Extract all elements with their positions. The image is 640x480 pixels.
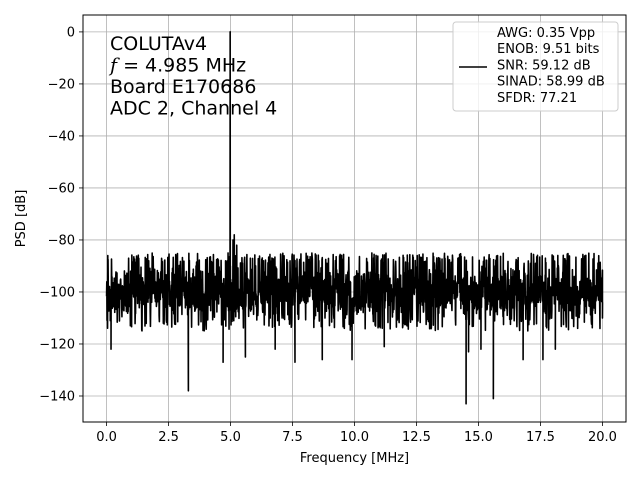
legend-label-line: SFDR: 77.21: [497, 91, 577, 106]
legend-label-line: SNR: 59.12 dB: [497, 58, 591, 73]
annotation-line: Board E170686: [110, 76, 256, 98]
fundamental-peak: [229, 31, 231, 33]
x-tick-label: 7.5: [282, 430, 303, 445]
y-tick-label: −40: [48, 129, 75, 144]
y-tick-label: −120: [39, 337, 75, 352]
legend-box: [452, 21, 619, 112]
annotation-text-span: Board E170686: [110, 76, 256, 98]
grid: [83, 15, 626, 422]
y-tick-label: −80: [48, 233, 75, 248]
x-tick-label: 17.5: [526, 430, 555, 445]
psd-series-line: [105, 31, 604, 405]
y-tick-label: −60: [48, 181, 75, 196]
legend: AWG: 0.35 Vpp ENOB: 9.51 bits SNR: 59.12 d…: [452, 21, 619, 112]
y-axis-label: PSD [dB]: [14, 190, 29, 248]
y-axis: 0 −20 −40 −60 −80 −100 −120 −140: [39, 25, 83, 404]
y-tick-label: −140: [39, 389, 75, 404]
annotation-text-span: COLUTAv4: [110, 33, 207, 55]
x-axis: 0.0 2.5 5.0 7.5 10.0 12.5 15.0 17.5 20.0: [96, 422, 617, 445]
annotation-italic-symbol: f: [108, 55, 120, 77]
y-tick-label: −20: [48, 77, 75, 92]
x-tick-label: 5.0: [220, 430, 241, 445]
annotation-line: COLUTAv4: [110, 33, 207, 55]
x-tick-label: 10.0: [340, 430, 369, 445]
x-tick-label: 0.0: [96, 430, 117, 445]
y-tick-label: −100: [39, 285, 75, 300]
annotation-line: f = 4.985 MHz: [108, 55, 246, 77]
x-axis-label: Frequency [MHz]: [300, 451, 409, 466]
legend-series-label: AWG: 0.35 Vpp ENOB: 9.51 bits SNR: 59.12 d…: [497, 26, 605, 106]
annotation-line: ADC 2, Channel 4: [110, 98, 277, 120]
series-layer: [105, 31, 604, 405]
legend-label-line: ENOB: 9.51 bits: [497, 42, 600, 57]
annotation-text-span: ADC 2, Channel 4: [110, 98, 277, 120]
x-tick-label: 15.0: [464, 430, 493, 445]
annotation-text-span: = 4.985 MHz: [117, 55, 246, 77]
y-tick-label: 0: [67, 25, 75, 40]
x-tick-label: 20.0: [588, 430, 617, 445]
legend-label-line: AWG: 0.35 Vpp: [497, 26, 595, 41]
x-tick-label: 2.5: [158, 430, 179, 445]
legend-label-line: SINAD: 58.99 dB: [497, 75, 605, 90]
x-tick-label: 12.5: [402, 430, 431, 445]
